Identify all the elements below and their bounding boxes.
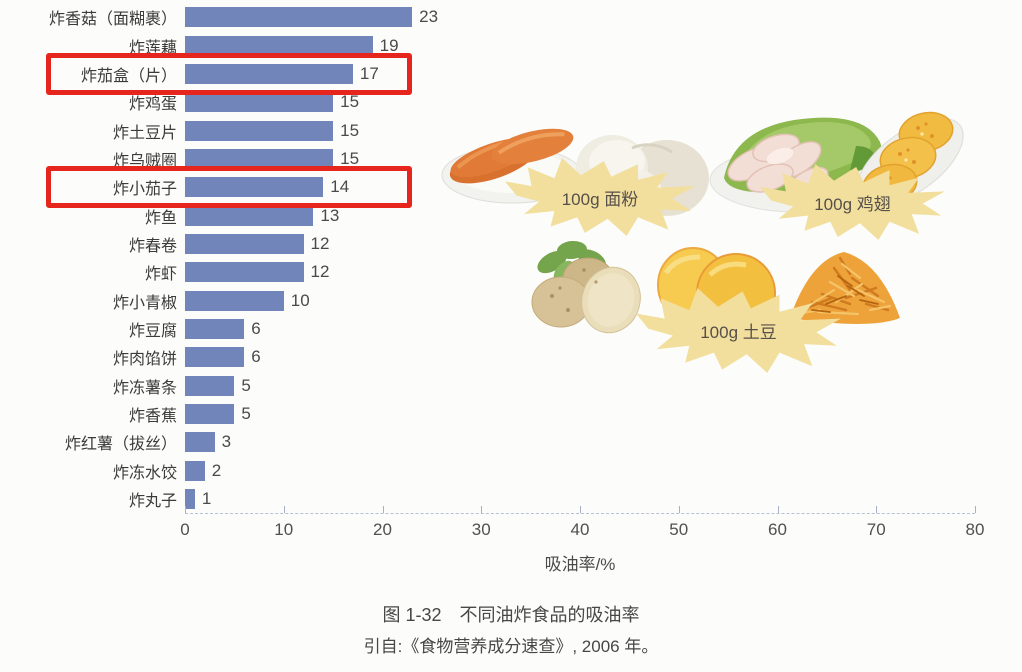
chart-row: 炸冻薯条 5 — [0, 371, 1010, 399]
chart-row: 炸冻水饺 2 — [0, 457, 1010, 485]
bar-value: 12 — [310, 233, 330, 253]
chart-row: 炸香蕉 5 — [0, 400, 1010, 428]
category-label: 炸莲藕 — [128, 39, 177, 57]
chart-row: 炸乌贼圈 15 — [0, 145, 1010, 173]
tick-mark — [481, 506, 483, 513]
tick-mark — [678, 506, 680, 513]
bar — [185, 347, 245, 368]
category-label: 炸红薯（拔丝） — [64, 436, 177, 454]
chart-row: 炸茄盒（片） 17 — [0, 52, 1010, 95]
category-label: 炸土豆片 — [112, 124, 177, 142]
tick-mark — [185, 506, 186, 513]
figure-source: 引自:《食物营养成分速查》, 2006 年。 — [363, 637, 659, 656]
tick-mark — [777, 506, 779, 513]
x-axis-title: 吸油率/% — [544, 555, 616, 574]
category-label: 炸肉馅饼 — [112, 351, 177, 369]
bar — [185, 432, 215, 453]
bar — [185, 403, 235, 424]
bar-value: 14 — [330, 177, 350, 197]
bar — [185, 35, 373, 56]
flour-burst-text: 100g 面粉 — [561, 189, 639, 209]
bar — [185, 148, 334, 169]
bar — [185, 63, 353, 84]
chart-row: 炸肉馅饼 6 — [0, 343, 1010, 371]
bar — [185, 318, 245, 339]
bar-value: 19 — [379, 35, 399, 55]
tick-mark — [283, 506, 285, 513]
bar — [185, 489, 195, 510]
bar-value: 6 — [251, 347, 261, 367]
x-axis-line — [185, 513, 975, 514]
bar — [185, 177, 324, 198]
chart-row: 炸虾 12 — [0, 258, 1010, 286]
chart-row: 炸豆腐 6 — [0, 315, 1010, 343]
chart-row: 炸小青椒 10 — [0, 286, 1010, 314]
category-label: 炸小青椒 — [112, 294, 177, 312]
tick-label: 70 — [866, 520, 886, 539]
bar-value: 5 — [241, 375, 251, 395]
bar-value: 5 — [241, 403, 251, 423]
category-label: 炸冻水饺 — [112, 464, 177, 482]
bar-value: 12 — [310, 262, 330, 282]
bar — [185, 92, 334, 113]
category-label: 炸鸡蛋 — [128, 96, 177, 114]
tick-mark — [975, 506, 976, 513]
category-label: 炸茄盒（片） — [80, 67, 177, 85]
bar-chart: 炸香菇（面糊裹） 23 炸莲藕 19 炸茄盒（片） 17 炸鸡蛋 15 炸土豆片 15 炸乌贼圈 15… — [0, 3, 1010, 513]
bar — [185, 120, 334, 141]
bar-value: 3 — [221, 432, 232, 452]
bar-value: 17 — [359, 63, 379, 83]
category-label: 炸小茄子 — [112, 181, 177, 199]
bar-value: 6 — [251, 318, 261, 338]
tick-label: 10 — [274, 520, 294, 539]
chart-row: 炸鸡蛋 15 — [0, 88, 1010, 116]
bar-value: 13 — [320, 205, 340, 225]
tick-label: 20 — [373, 520, 392, 539]
category-label: 炸香菇（面糊裹） — [48, 11, 177, 29]
category-label: 炸春卷 — [128, 237, 177, 255]
category-label: 炸冻薯条 — [112, 379, 177, 397]
bar — [185, 233, 304, 254]
tick-mark — [382, 506, 384, 513]
bar — [185, 205, 314, 226]
bar — [185, 460, 205, 481]
bar — [185, 375, 235, 396]
chart-row: 炸丸子 1 — [0, 485, 1010, 513]
tick-label: 80 — [965, 520, 985, 539]
bar — [185, 7, 413, 28]
tick-label: 60 — [768, 520, 787, 539]
category-label: 炸鱼 — [144, 209, 177, 227]
chart-row: 炸莲藕 19 — [0, 31, 1010, 59]
category-label: 炸豆腐 — [128, 322, 177, 340]
tick-label: 30 — [471, 520, 491, 539]
bar-value: 15 — [340, 92, 360, 112]
tick-label: 0 — [180, 520, 190, 539]
chart-row: 炸红薯（拔丝） 3 — [0, 428, 1010, 456]
figure-caption: 图 1-32 不同油炸食品的吸油率 — [382, 605, 640, 625]
category-label: 炸香蕉 — [128, 407, 177, 425]
category-label: 炸乌贼圈 — [112, 152, 177, 170]
tick-label: 50 — [669, 520, 689, 539]
bar-value: 1 — [201, 489, 212, 509]
tick-mark — [580, 506, 581, 513]
category-label: 炸丸子 — [128, 493, 177, 511]
bar — [185, 290, 284, 311]
chicken-wing-burst-text: 100g 鸡翅 — [814, 194, 891, 214]
chart-row: 炸土豆片 15 — [0, 116, 1010, 144]
tick-label: 40 — [570, 520, 590, 539]
chart-row: 炸春卷 12 — [0, 230, 1010, 258]
tick-mark — [876, 506, 878, 513]
category-label: 炸虾 — [144, 266, 177, 284]
bar-value: 2 — [211, 460, 222, 480]
bar-value: 15 — [340, 120, 360, 140]
chart-row: 炸鱼 13 — [0, 201, 1010, 229]
chart-row: 炸香菇（面糊裹） 23 — [0, 3, 1010, 31]
bar — [185, 262, 304, 283]
bar-value: 15 — [340, 148, 360, 168]
bar-value: 23 — [419, 7, 439, 27]
bar-value: 10 — [290, 290, 310, 310]
potato-burst-text: 100g 土豆 — [700, 323, 777, 342]
